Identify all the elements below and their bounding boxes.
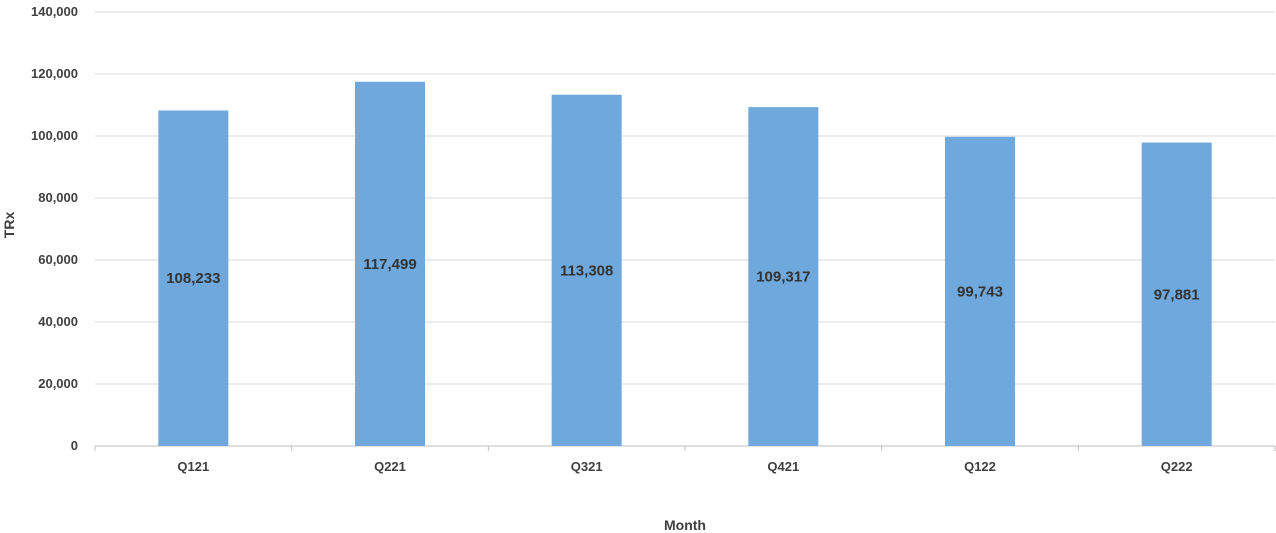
- gridlines: [95, 11, 1275, 447]
- x-tick-labels: Q121 Q221 Q321 Q421 Q122 Q222: [177, 459, 1192, 474]
- y-tick-label: 80,000: [38, 190, 78, 205]
- x-tick-marks: [94, 446, 1276, 451]
- x-tick-label: Q421: [767, 459, 799, 474]
- bars: [158, 81, 1212, 447]
- y-tick-label: 0: [71, 438, 78, 453]
- x-axis-title: Month: [664, 517, 706, 533]
- y-tick-label: 40,000: [38, 314, 78, 329]
- x-tick-label: Q121: [177, 459, 209, 474]
- y-tick-labels: 0 20,000 40,000 60,000 80,000 100,000 120,000 1…: [31, 4, 78, 453]
- y-tick-label: 60,000: [38, 252, 78, 267]
- bar: [355, 81, 425, 446]
- x-tick-label: Q122: [964, 459, 996, 474]
- bar: [945, 136, 1015, 447]
- x-tick-label: Q222: [1161, 459, 1193, 474]
- bar: [748, 107, 819, 446]
- bar-value-label: 108,233: [166, 270, 220, 287]
- bar-value-label: 117,499: [363, 256, 416, 273]
- x-tick-label: Q221: [374, 459, 406, 474]
- bar: [1141, 142, 1212, 446]
- bar-value-label: 109,317: [756, 269, 810, 286]
- y-tick-label: 120,000: [31, 66, 78, 81]
- y-axis-title: TRx: [1, 212, 17, 239]
- bar-value-label: 99,743: [957, 283, 1003, 300]
- bar-value-label: 113,308: [560, 262, 613, 279]
- y-tick-label: 20,000: [38, 376, 78, 391]
- bar: [551, 94, 622, 446]
- y-tick-label: 140,000: [31, 4, 78, 19]
- bar: [158, 110, 229, 447]
- bar-value-label: 97,881: [1154, 286, 1200, 303]
- data-labels: 108,233 117,499 113,308 109,317 99,743 97,881: [166, 256, 1199, 303]
- y-tick-label: 100,000: [31, 128, 78, 143]
- x-tick-label: Q321: [571, 459, 603, 474]
